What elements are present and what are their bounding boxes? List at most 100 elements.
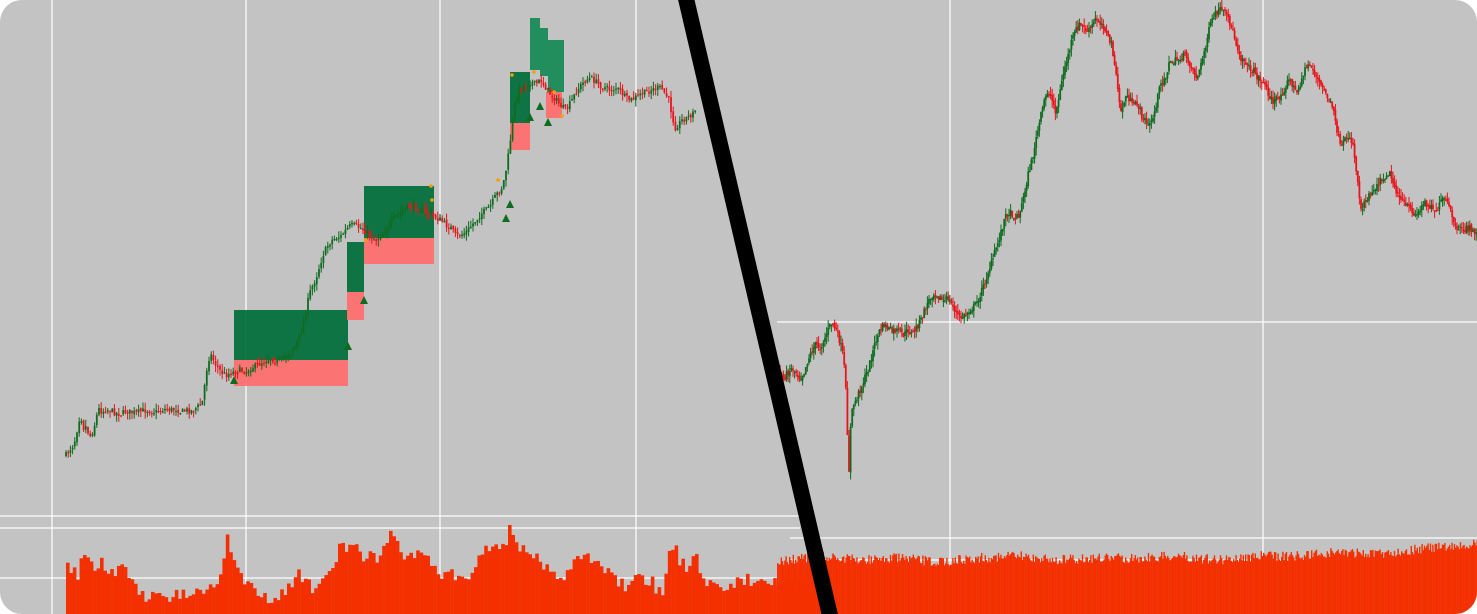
volume-bar-right-110 bbox=[909, 556, 911, 614]
volume-bar-left-170 bbox=[644, 584, 648, 614]
volume-bar-left-80 bbox=[338, 543, 342, 614]
volume-bar-right-111 bbox=[910, 558, 912, 614]
left-candle-body-263 bbox=[643, 89, 646, 95]
right-candle-body-275 bbox=[1216, 10, 1218, 15]
volume-bar-right-318 bbox=[1158, 557, 1160, 614]
left-candle-body-90 bbox=[263, 362, 265, 364]
volume-bar-right-348 bbox=[1194, 562, 1196, 614]
volume-bar-right-357 bbox=[1205, 555, 1207, 614]
volume-bar-right-209 bbox=[1027, 554, 1030, 614]
left-candle-body-45 bbox=[164, 408, 166, 411]
volume-bar-right-565 bbox=[1455, 547, 1457, 614]
volume-bar-right-157 bbox=[965, 555, 967, 614]
left-candle-body-114 bbox=[315, 277, 318, 285]
volume-bar-right-392 bbox=[1247, 554, 1249, 614]
right-candle-body-370 bbox=[1368, 193, 1370, 201]
volume-bar-right-511 bbox=[1390, 552, 1392, 614]
volume-bar-left-103 bbox=[416, 550, 420, 614]
right-candle-body-386 bbox=[1393, 182, 1396, 187]
volume-bar-right-521 bbox=[1402, 553, 1404, 614]
volume-bar-right-92 bbox=[887, 561, 889, 614]
right-candle-body-65 bbox=[880, 329, 882, 331]
right-candle-body-331 bbox=[1305, 67, 1308, 69]
volume-bar-right-442 bbox=[1307, 551, 1309, 614]
left-candle-body-73 bbox=[225, 373, 228, 378]
left-candle-body-234 bbox=[579, 83, 582, 90]
right-candle-body-338 bbox=[1316, 77, 1319, 80]
right-candle-body-84 bbox=[910, 331, 913, 334]
right-candle-body-363 bbox=[1356, 170, 1359, 182]
right-candle-body-200 bbox=[1096, 19, 1098, 21]
left-candle-body-238 bbox=[588, 77, 591, 80]
left-candle-body-241 bbox=[595, 79, 598, 84]
volume-bar-right-256 bbox=[1084, 562, 1086, 614]
left-candle-body-105 bbox=[296, 341, 298, 347]
volume-bar-right-330 bbox=[1173, 556, 1175, 614]
entry-dot-5 bbox=[532, 70, 536, 74]
volume-bar-right-532 bbox=[1415, 550, 1417, 614]
target-zone-9 bbox=[540, 28, 548, 76]
left-candle-body-88 bbox=[258, 363, 261, 366]
volume-bar-left-101 bbox=[409, 552, 413, 614]
left-candle-body-188 bbox=[478, 218, 481, 220]
volume-bar-right-436 bbox=[1300, 558, 1302, 614]
volume-bar-right-572 bbox=[1463, 544, 1465, 614]
volume-bar-right-389 bbox=[1243, 561, 1246, 614]
right-candle-body-195 bbox=[1088, 27, 1090, 33]
left-candle-body-131 bbox=[353, 223, 356, 225]
right-candle-body-88 bbox=[916, 325, 919, 329]
volume-bar-right-343 bbox=[1188, 562, 1190, 614]
volume-bar-right-367 bbox=[1217, 561, 1219, 614]
volume-bar-left-0 bbox=[66, 562, 70, 614]
volume-bar-right-4 bbox=[781, 561, 784, 614]
volume-bar-right-370 bbox=[1221, 558, 1223, 614]
left-candle-body-6 bbox=[78, 421, 81, 433]
volume-bar-right-203 bbox=[1020, 551, 1022, 614]
right-candle-body-321 bbox=[1289, 80, 1292, 82]
volume-bar-right-235 bbox=[1059, 560, 1061, 614]
volume-bar-right-350 bbox=[1197, 560, 1199, 614]
left-candle-body-94 bbox=[271, 358, 274, 363]
left-candle-body-243 bbox=[599, 82, 602, 89]
left-candle-body-110 bbox=[307, 297, 309, 314]
right-candle-body-239 bbox=[1158, 86, 1161, 94]
right-candle-body-289 bbox=[1238, 51, 1241, 55]
volume-bar-right-390 bbox=[1245, 554, 1247, 614]
right-candle-body-384 bbox=[1390, 170, 1393, 179]
volume-bar-right-64 bbox=[853, 558, 856, 614]
volume-bar-right-549 bbox=[1435, 543, 1438, 614]
left-candle-body-156 bbox=[408, 204, 411, 208]
right-candle-body-207 bbox=[1107, 31, 1110, 36]
volume-bar-right-70 bbox=[861, 560, 863, 614]
volume-bar-left-47 bbox=[225, 534, 230, 614]
volume-bar-right-483 bbox=[1356, 548, 1358, 614]
right-candle-body-346 bbox=[1329, 100, 1332, 103]
volume-bar-left-75 bbox=[321, 578, 325, 614]
right-candle-body-270 bbox=[1208, 27, 1210, 40]
right-candle-body-98 bbox=[932, 295, 935, 300]
right-candle-body-107 bbox=[947, 296, 950, 301]
volume-bar-left-123 bbox=[484, 545, 488, 614]
right-candle-body-222 bbox=[1131, 97, 1134, 103]
volume-bar-right-107 bbox=[905, 555, 907, 614]
volume-bar-right-101 bbox=[898, 553, 900, 614]
left-candle-body-33 bbox=[137, 409, 140, 413]
volume-bar-right-323 bbox=[1164, 555, 1166, 614]
volume-bar-right-421 bbox=[1282, 551, 1284, 614]
volume-bar-right-383 bbox=[1236, 559, 1238, 614]
right-candle-body-431 bbox=[1465, 226, 1468, 233]
right-candle-body-205 bbox=[1104, 27, 1106, 32]
volume-bar-right-317 bbox=[1157, 561, 1159, 614]
left-candle-body-81 bbox=[243, 372, 246, 374]
volume-bar-left-29 bbox=[164, 597, 169, 614]
volume-bar-right-246 bbox=[1072, 555, 1074, 614]
volume-bar-right-355 bbox=[1203, 559, 1205, 614]
volume-bar-right-219 bbox=[1039, 562, 1042, 614]
volume-bar-right-397 bbox=[1253, 558, 1255, 614]
right-candle-body-425 bbox=[1456, 225, 1458, 230]
volume-bar-right-20 bbox=[801, 553, 803, 614]
target-zone-2 bbox=[347, 242, 364, 292]
right-candle-body-318 bbox=[1284, 88, 1287, 93]
left-candle-body-153 bbox=[401, 210, 404, 213]
volume-bar-left-149 bbox=[572, 559, 577, 614]
